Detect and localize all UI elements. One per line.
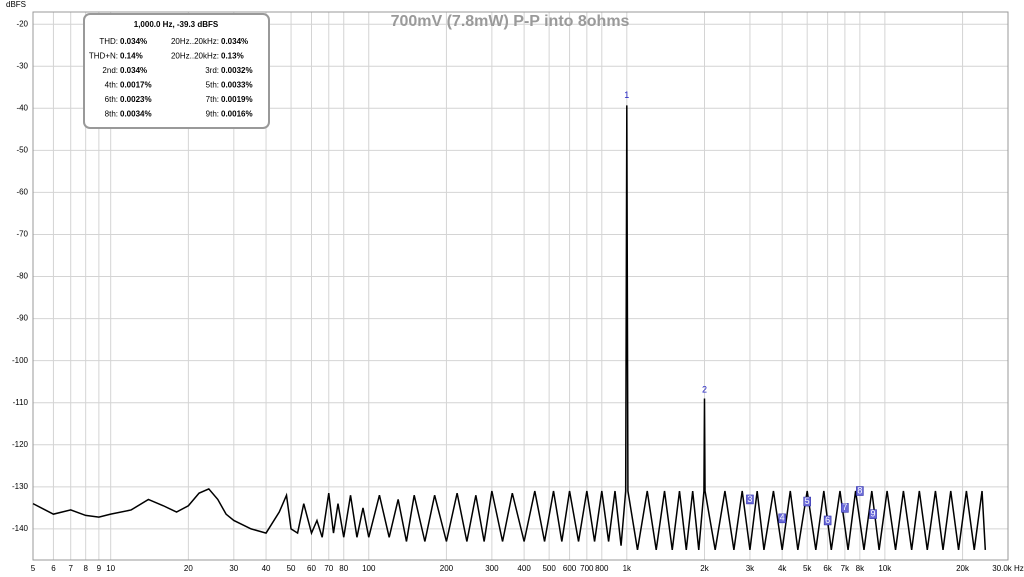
x-tick-label: 50	[287, 564, 296, 573]
info-value: 0.034%	[120, 37, 147, 46]
x-tick-label: 10	[106, 564, 115, 573]
x-tick-label: 400	[517, 564, 531, 573]
harmonic-label: 4	[780, 513, 785, 523]
y-tick-label: -50	[16, 145, 28, 154]
harmonic-label: 2	[702, 384, 707, 394]
harmonic-marker	[746, 494, 754, 505]
x-tick-label: 5k	[803, 564, 812, 573]
x-tick-label: 1k	[623, 564, 632, 573]
harmonic-label: 8	[857, 485, 862, 495]
x-tick-label: 500	[542, 564, 556, 573]
x-tick-label: 200	[440, 564, 454, 573]
harmonic-label: 6	[825, 515, 830, 525]
info-value: 0.0017%	[120, 81, 152, 90]
info-title: 1,000.0 Hz, -39.3 dBFS	[134, 20, 219, 29]
x-tick-label: 20	[184, 564, 193, 573]
info-label: 20Hz..20kHz:	[171, 37, 219, 46]
harmonic-marker	[841, 503, 849, 513]
harmonic-label: 3	[747, 494, 752, 504]
x-tick-label: 3k	[746, 564, 755, 573]
info-value: 0.0034%	[120, 110, 152, 119]
info-value: 0.0023%	[120, 95, 152, 104]
x-tick-label: 8k	[856, 564, 865, 573]
x-tick-label: 60	[307, 564, 316, 573]
harmonic-marker	[778, 513, 786, 524]
x-tick-label: 7	[68, 564, 73, 573]
x-tick-label: 8	[83, 564, 88, 573]
spectrum-line	[32, 105, 987, 551]
info-label: 4th:	[105, 81, 118, 90]
harmonic-marker	[869, 509, 877, 519]
info-label: 9th:	[206, 110, 219, 119]
y-tick-label: -110	[13, 398, 29, 407]
info-label: THD:	[99, 37, 118, 46]
info-value: 0.0032%	[221, 66, 253, 75]
info-value: 0.0016%	[221, 110, 253, 119]
x-tick-label: 70	[324, 564, 333, 573]
harmonic-marker	[823, 515, 832, 526]
y-tick-label: -70	[16, 230, 28, 239]
y-axis-label: dBFS	[6, 0, 26, 9]
info-label: 5th:	[206, 81, 219, 90]
info-value: 0.0033%	[221, 81, 253, 90]
y-tick-label: -80	[16, 272, 28, 281]
x-tick-label: 40	[262, 564, 271, 573]
y-tick-label: -140	[12, 524, 29, 533]
harmonic-label: 1	[624, 90, 629, 100]
harmonic-label: 7	[842, 502, 847, 512]
info-value: 0.034%	[120, 66, 147, 75]
x-tick-label: 10k	[878, 564, 892, 573]
info-label: 2nd:	[102, 66, 118, 75]
info-value: 0.0019%	[221, 95, 253, 104]
y-tick-label: -100	[12, 356, 29, 365]
x-tick-label: 30.0k Hz	[992, 564, 1024, 573]
x-tick-label: 80	[339, 564, 348, 573]
info-label: 7th:	[206, 95, 219, 104]
y-tick-label: -40	[16, 103, 28, 112]
info-label: THD+N:	[89, 52, 118, 61]
x-tick-label: 100	[362, 564, 376, 573]
info-label: 3rd:	[205, 66, 219, 75]
y-tick-label: -130	[12, 482, 29, 491]
y-tick-label: -30	[16, 61, 28, 70]
y-tick-label: -120	[12, 440, 29, 449]
info-label: 8th:	[105, 110, 118, 119]
info-label: 6th:	[105, 95, 118, 104]
info-box-frame	[83, 13, 270, 129]
harmonic-label: 9	[871, 509, 876, 519]
x-tick-label: 700	[580, 564, 594, 573]
x-tick-label: 800	[595, 564, 609, 573]
y-tick-label: -90	[16, 314, 28, 323]
y-tick-label: -20	[16, 19, 28, 28]
plot: 1 2 3 4 5 6 78 9	[32, 90, 987, 551]
x-tick-label: 30	[229, 564, 238, 573]
x-tick-label: 9	[97, 564, 102, 573]
info-value: 0.13%	[221, 52, 244, 61]
x-tick-label: 7k	[841, 564, 850, 573]
plot-frame	[32, 11, 1009, 561]
info-value: 0.034%	[221, 37, 248, 46]
harmonic-marker	[856, 486, 864, 496]
x-tick-label: 6k	[823, 564, 832, 573]
x-tick-label: 20k	[956, 564, 970, 573]
x-tick-label: 4k	[778, 564, 787, 573]
x-tick-label: 5	[31, 564, 36, 573]
chart-title: 700mV (7.8mW) P-P into 8ohms	[391, 13, 630, 30]
harmonic-label: 5	[805, 496, 810, 506]
harmonic-marker	[803, 496, 811, 507]
x-tick-label: 600	[563, 564, 577, 573]
x-tick-label: 2k	[700, 564, 709, 573]
x-tick-label: 6	[51, 564, 56, 573]
info-label: 20Hz..20kHz:	[171, 52, 219, 61]
x-tick-label: 300	[485, 564, 499, 573]
y-tick-label: -60	[16, 188, 28, 197]
info-value: 0.14%	[120, 52, 143, 61]
